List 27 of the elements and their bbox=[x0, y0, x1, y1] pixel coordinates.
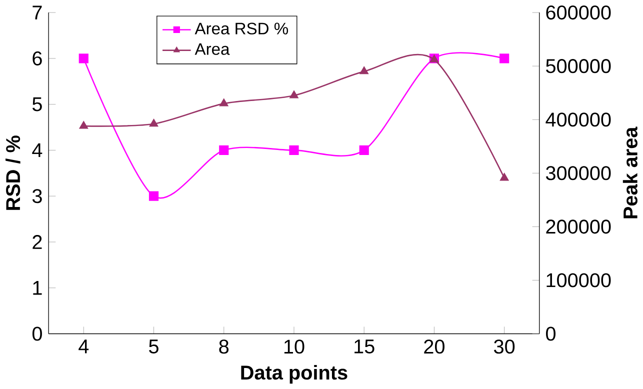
x-tick-label: 20 bbox=[424, 340, 444, 354]
y-tick-label: 3 bbox=[32, 189, 42, 204]
x-axis-title: Data points bbox=[241, 365, 348, 384]
y2-axis-title: Peak area bbox=[622, 126, 638, 218]
y-tick-label: 4 bbox=[32, 143, 42, 158]
legend-label: Area RSD % bbox=[194, 22, 288, 34]
x-tick-label: 10 bbox=[284, 340, 304, 354]
y-axis-title: RSD / % bbox=[6, 136, 20, 210]
y2-tick-label: 0 bbox=[546, 326, 556, 341]
y-tick-label: 5 bbox=[32, 97, 42, 112]
y2-tick-label: 500000 bbox=[546, 59, 611, 74]
y2-tick-label: 200000 bbox=[546, 220, 611, 234]
y2-tick-label: 300000 bbox=[546, 166, 611, 180]
y2-tick-label: 100000 bbox=[546, 273, 611, 288]
y-tick-label: 2 bbox=[32, 235, 42, 249]
y2-tick-label: 400000 bbox=[546, 112, 611, 127]
y-tick-label: 6 bbox=[32, 51, 42, 66]
x-tick-label: 8 bbox=[219, 340, 229, 354]
y-tick-label: 7 bbox=[32, 6, 42, 20]
legend-label: Area bbox=[194, 43, 230, 55]
x-tick-label: 5 bbox=[149, 340, 158, 354]
y-tick-label: 1 bbox=[33, 281, 42, 295]
x-tick-label: 30 bbox=[494, 340, 515, 354]
x-tick-label: 4 bbox=[78, 340, 89, 354]
x-tick-label: 15 bbox=[354, 340, 374, 354]
y-tick-label: 0 bbox=[32, 326, 42, 341]
y2-tick-label: 600000 bbox=[546, 5, 611, 20]
